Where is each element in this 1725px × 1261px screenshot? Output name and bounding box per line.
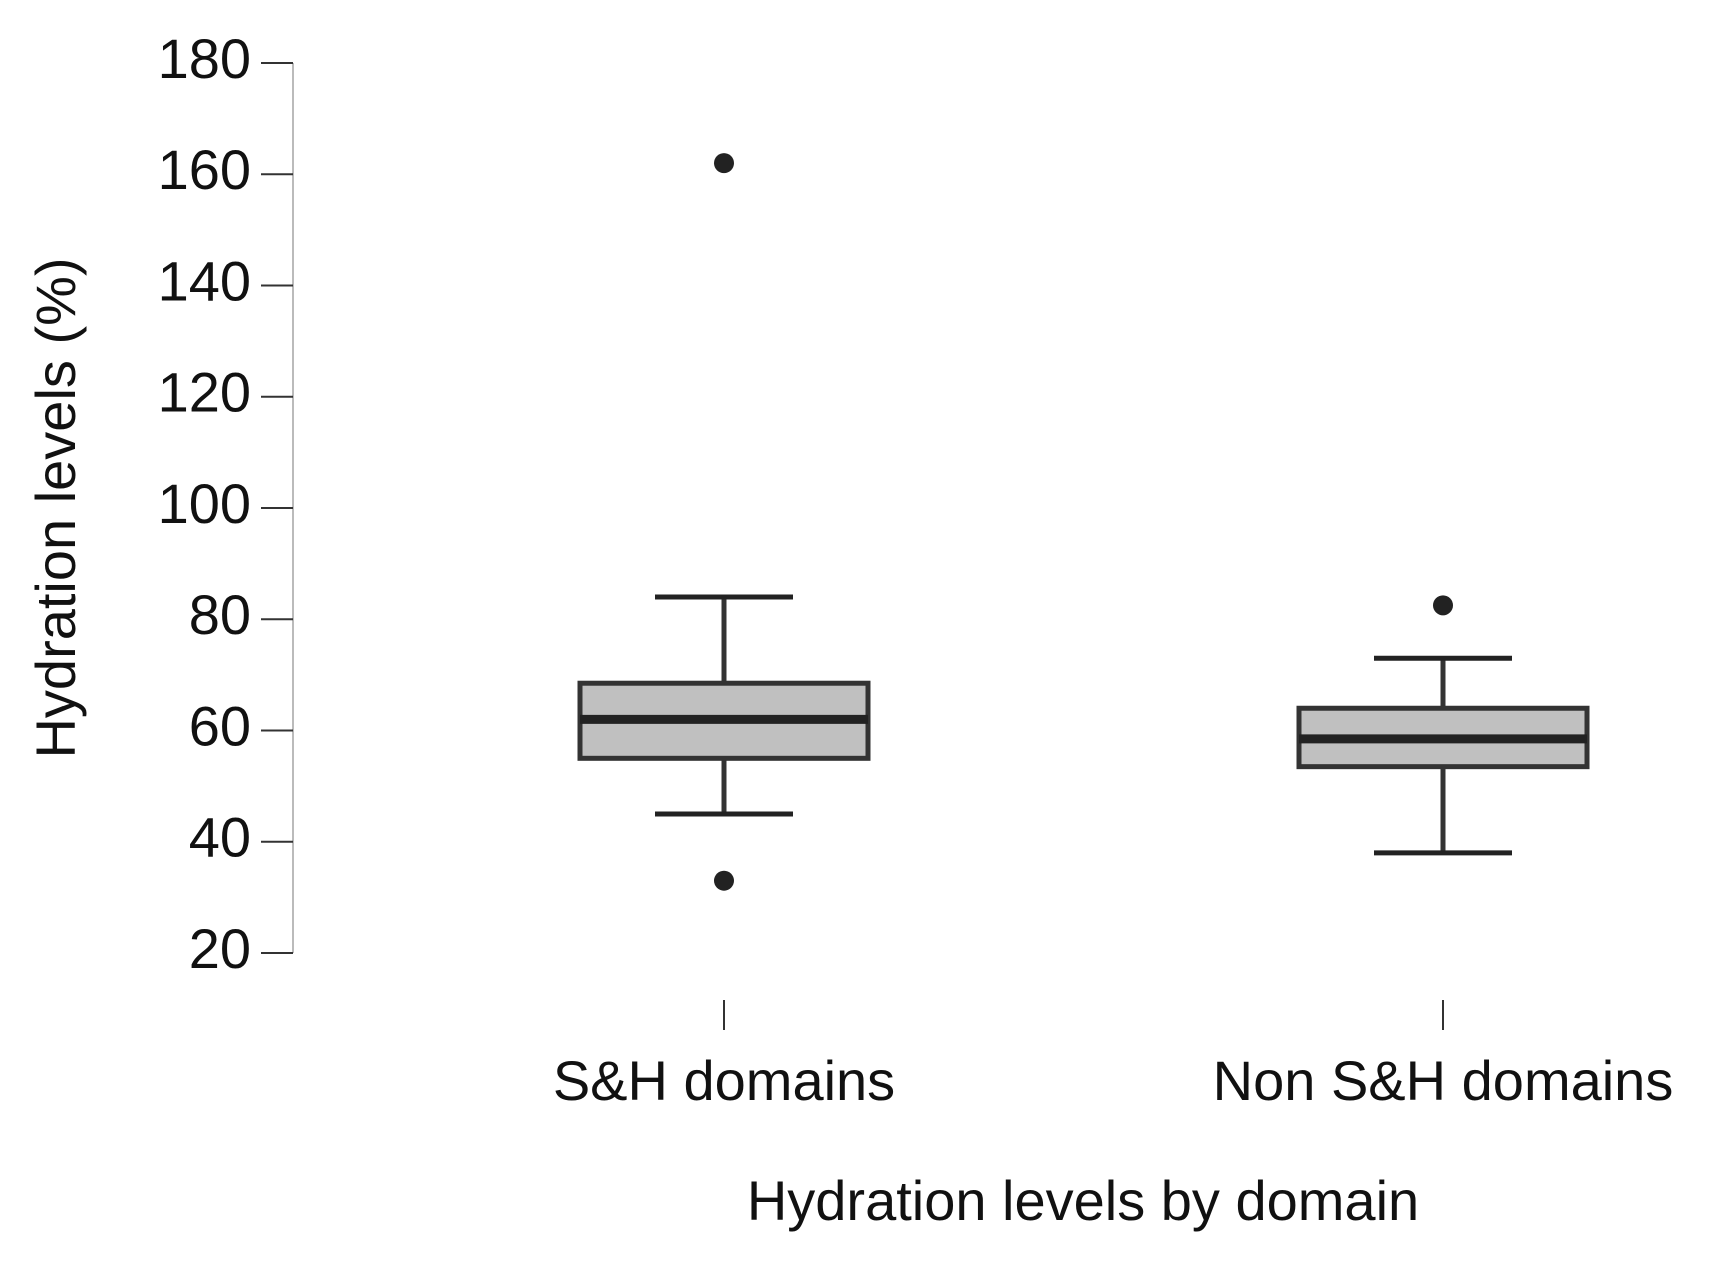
y-tick-label: 140 [158, 249, 251, 312]
outlier [1433, 595, 1453, 616]
y-tick-label: 100 [158, 472, 251, 535]
y-tick-label: 180 [158, 27, 251, 90]
x-axis-label: Hydration levels by domain [747, 1169, 1419, 1232]
outlier [714, 870, 734, 891]
y-tick-label: 80 [189, 583, 251, 646]
y-tick-label: 20 [189, 917, 251, 980]
y-tick-label: 40 [189, 806, 251, 869]
y-tick-label: 160 [158, 138, 251, 201]
y-axis-label: Hydration levels (%) [24, 257, 87, 758]
x-tick-label: Non S&H domains [1213, 1049, 1674, 1112]
y-tick-label: 60 [189, 694, 251, 757]
outlier [714, 153, 734, 174]
x-tick-label: S&H domains [553, 1049, 895, 1112]
y-tick-label: 120 [158, 361, 251, 424]
